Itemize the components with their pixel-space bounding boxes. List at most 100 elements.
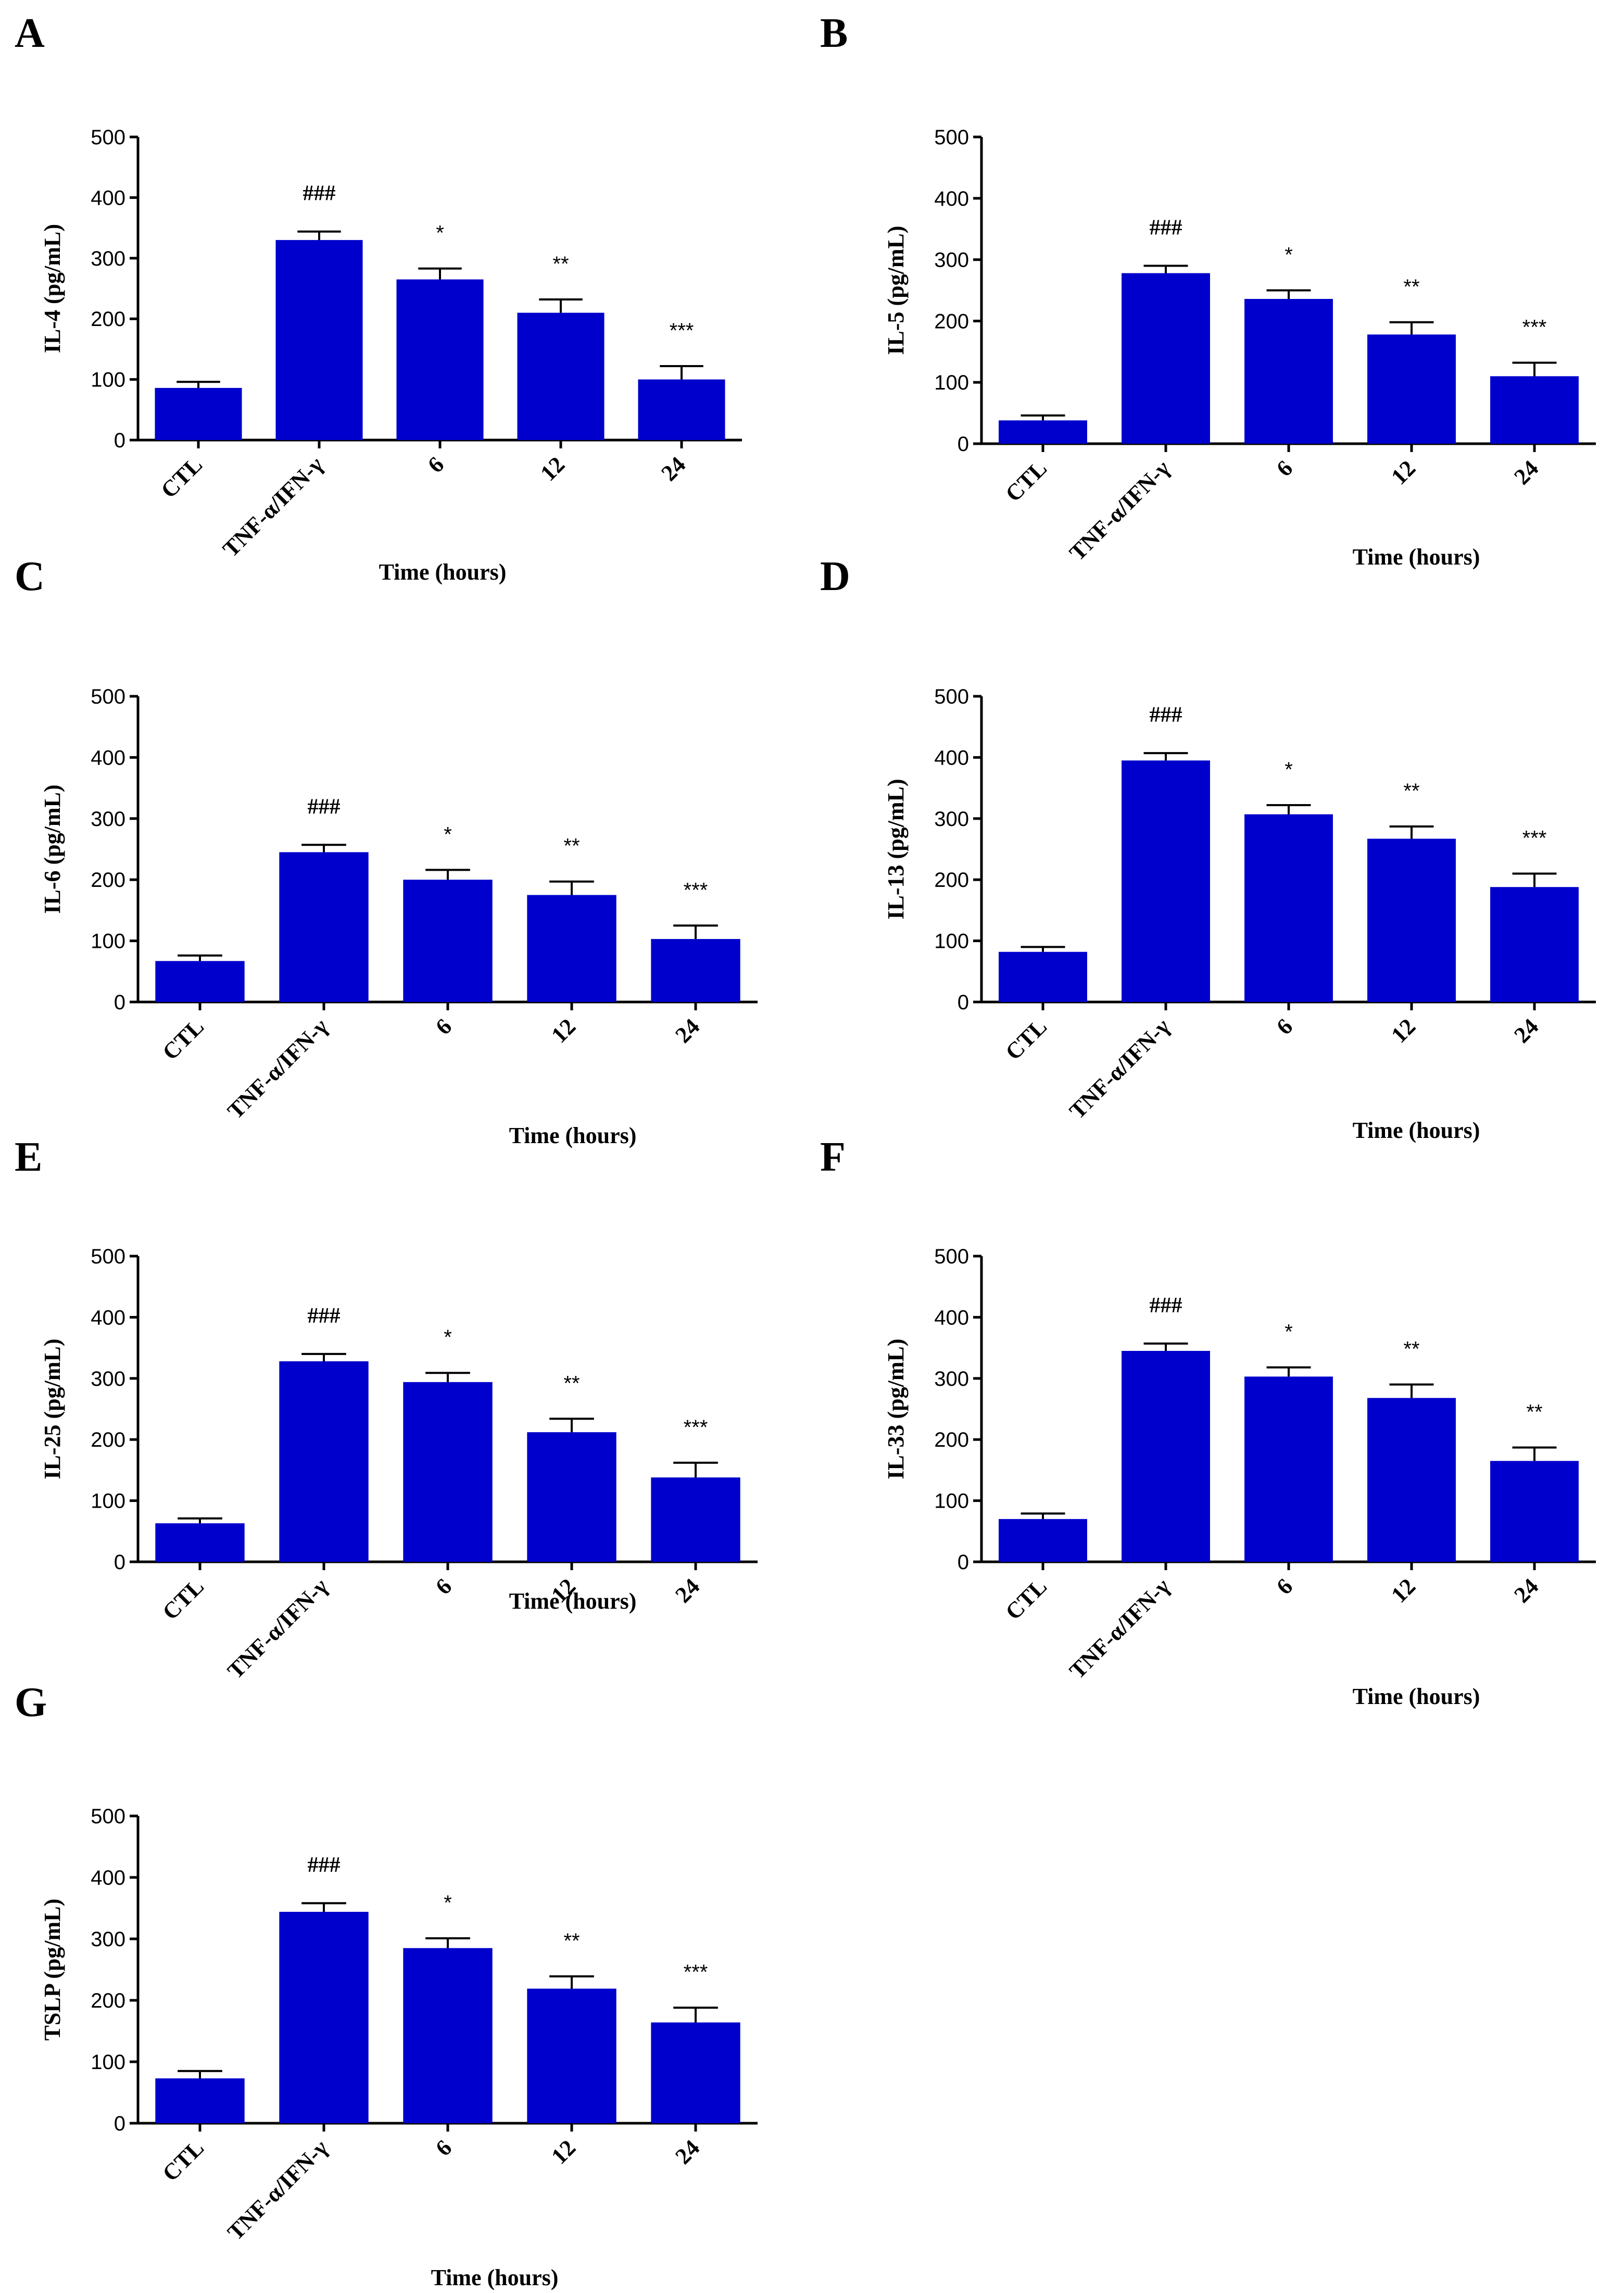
significance-hash-label: ### [303, 182, 336, 206]
significance-star-label: *** [1522, 316, 1547, 339]
x-axis-title: Time (hours) [509, 1588, 637, 1614]
bar [999, 951, 1087, 1002]
significance-star-label: * [444, 1891, 452, 1914]
y-tick-label: 200 [934, 1429, 969, 1451]
panel-letter: B [820, 10, 848, 56]
x-tick-label: 6 [1271, 1573, 1298, 1599]
x-tick-label: TNF-α/IFN-γ [222, 1573, 333, 1684]
x-tick-label: 12 [546, 1013, 581, 1048]
x-axis-title: Time (hours) [379, 559, 507, 585]
y-tick-label: 200 [91, 869, 125, 892]
panel-e: E 0 100 200 300 400 500 IL-25 (pg/mL) CTL ### TNF-… [15, 1134, 758, 1684]
significance-star-label: * [444, 1326, 452, 1349]
y-axis-title: IL-25 (pg/mL) [40, 1338, 65, 1479]
x-tick-label: TNF-α/IFN-γ [218, 452, 328, 562]
bar [1122, 1350, 1210, 1562]
significance-star-label: *** [670, 319, 694, 342]
y-tick-label: 100 [91, 930, 125, 953]
bar [517, 312, 605, 440]
x-axis-title: Time (hours) [1353, 1118, 1480, 1143]
y-tick-label: 100 [91, 369, 125, 392]
significance-hash-label: ### [1150, 703, 1182, 727]
x-axis-title: Time (hours) [431, 2265, 559, 2290]
x-tick-label: 6 [431, 1573, 457, 1599]
y-axis-title: TSLP (pg/mL) [40, 1899, 65, 2041]
bar [403, 1382, 493, 1562]
bar [1244, 1376, 1333, 1562]
y-tick-label: 300 [91, 1928, 125, 1951]
x-tick-label: 12 [535, 452, 570, 486]
panel-letter: G [15, 1680, 47, 1725]
panel-a: A 0 100 200 300 400 500 IL-4 (pg/mL) CTL ### TNF-α… [15, 10, 742, 585]
significance-star-label: ** [552, 253, 569, 275]
y-tick-label: 300 [934, 249, 969, 272]
bar [403, 1948, 493, 2123]
bar [527, 1988, 616, 2123]
bar [279, 852, 369, 1002]
significance-star-label: *** [1522, 826, 1547, 849]
x-tick-label: CTL [1000, 1013, 1052, 1065]
y-tick-label: 400 [91, 186, 125, 209]
y-tick-label: 300 [934, 808, 969, 831]
bar [1490, 887, 1579, 1002]
y-tick-label: 500 [934, 126, 969, 149]
significance-star-label: *** [684, 1416, 708, 1439]
y-tick-label: 0 [114, 2112, 125, 2135]
y-tick-label: 400 [91, 746, 125, 769]
significance-hash-label: ### [1150, 1294, 1182, 1318]
panel-letter: A [15, 10, 45, 56]
y-tick-label: 200 [91, 1429, 125, 1451]
bar [527, 1432, 616, 1562]
panel-f: F 0 100 200 300 400 500 IL-33 (pg/mL) CTL ### TNF-… [820, 1134, 1596, 1709]
x-tick-label: 24 [656, 452, 690, 486]
x-tick-label: 24 [670, 1013, 704, 1048]
y-tick-label: 100 [934, 930, 969, 953]
significance-star-label: ** [1403, 1338, 1419, 1361]
significance-star-label: ** [563, 835, 580, 858]
x-tick-label: TNF-α/IFN-γ [1064, 455, 1175, 566]
y-tick-label: 100 [934, 1490, 969, 1513]
panel-c: C 0 100 200 300 400 500 IL-6 (pg/mL) CTL ### TNF-α… [15, 554, 758, 1148]
x-tick-label: 24 [670, 1573, 704, 1608]
bar [403, 880, 493, 1002]
significance-star-label: * [1285, 758, 1293, 781]
x-tick-label: 6 [1271, 455, 1298, 481]
bar [651, 939, 740, 1002]
y-tick-label: 100 [91, 1490, 125, 1513]
y-tick-label: 500 [91, 1245, 125, 1268]
bar [651, 1477, 740, 1562]
x-tick-label: 6 [1271, 1013, 1298, 1039]
significance-star-label: * [1285, 244, 1293, 267]
significance-star-label: * [1285, 1321, 1293, 1344]
panel-letter: E [15, 1134, 42, 1180]
bar [1244, 814, 1333, 1002]
y-tick-label: 200 [91, 1989, 125, 2012]
y-tick-label: 500 [934, 685, 969, 708]
significance-star-label: ** [563, 1929, 580, 1952]
y-tick-label: 400 [91, 1306, 125, 1329]
x-axis-title: Time (hours) [509, 1123, 637, 1148]
panel-d: D 0 100 200 300 400 500 IL-13 (pg/mL) CTL ### TNF-… [820, 554, 1596, 1143]
significance-hash-label: ### [308, 1304, 341, 1328]
y-tick-label: 0 [114, 429, 125, 452]
y-tick-label: 500 [91, 126, 125, 149]
y-tick-label: 200 [934, 869, 969, 892]
significance-star-label: ** [1526, 1400, 1542, 1423]
x-tick-label: 12 [1386, 455, 1420, 490]
significance-star-label: *** [684, 879, 708, 901]
bar [279, 1361, 369, 1562]
y-tick-label: 0 [958, 991, 969, 1014]
x-tick-label: TNF-α/IFN-γ [222, 2135, 333, 2245]
bar [651, 2022, 740, 2123]
bar [155, 1523, 245, 1562]
bar [999, 1519, 1087, 1562]
y-tick-label: 300 [934, 1368, 969, 1390]
y-tick-label: 400 [91, 1866, 125, 1889]
panel-g: G 0 100 200 300 400 500 TSLP (pg/mL) CTL ### TNF-α… [15, 1680, 758, 2290]
significance-star-label: ** [1403, 780, 1419, 803]
panel-letter: D [820, 554, 850, 599]
y-tick-label: 400 [934, 746, 969, 769]
bar [279, 1912, 369, 2123]
significance-hash-label: ### [308, 1853, 341, 1877]
